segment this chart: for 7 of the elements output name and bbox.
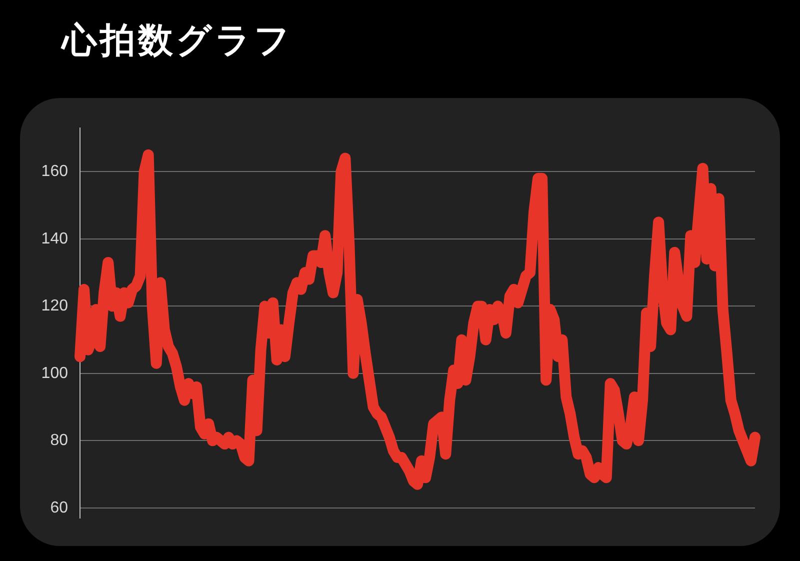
y-tick-label: 60	[50, 499, 68, 516]
y-tick-label: 80	[50, 432, 68, 450]
y-tick-label: 140	[41, 230, 68, 248]
y-tick-label: 160	[41, 163, 68, 180]
y-tick-label: 100	[41, 364, 68, 382]
y-tick-label: 120	[41, 298, 68, 315]
chart-title: 心拍数グラフ	[62, 21, 293, 61]
